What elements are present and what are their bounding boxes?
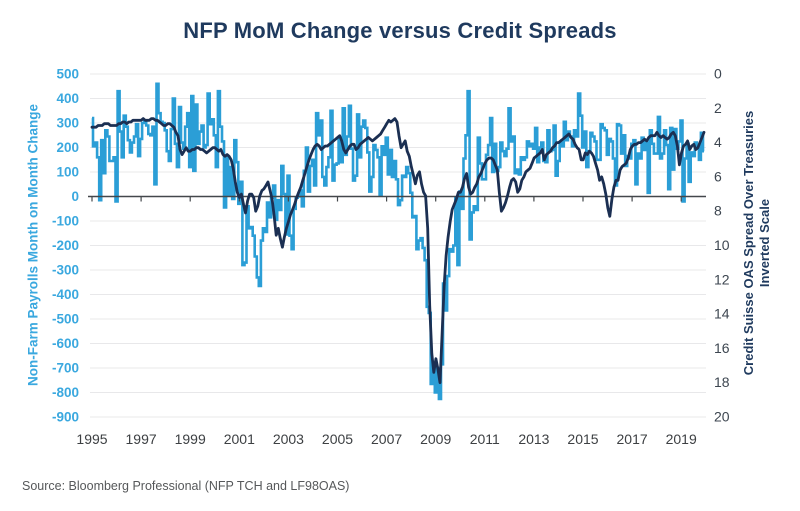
right-axis-tick-label: 18 [714,374,730,390]
left-axis-tick-label: 0 [71,189,79,204]
x-axis-tick-label: 2001 [224,431,255,447]
right-axis-tick-label: 16 [714,340,730,356]
left-axis-tick-label: 400 [56,91,79,106]
right-axis-tick-label: 8 [714,203,722,219]
left-axis-tick-label: 500 [56,67,79,82]
right-axis-tick-label: 6 [714,168,722,184]
left-axis-tick-label: -200 [52,238,79,253]
left-axis-tick-label: -100 [52,214,79,229]
x-axis-tick-label: 2007 [371,431,402,447]
right-axis-tick-label: 2 [714,100,722,116]
x-axis-tick-label: 2003 [273,431,304,447]
x-axis-tick-label: 1995 [76,431,107,447]
left-axis-tick-label: -900 [52,410,79,425]
right-axis-tick-label: 14 [714,306,730,322]
x-axis-tick-label: 2009 [420,431,451,447]
left-axis-tick-label: -500 [52,312,79,327]
x-axis-tick-label: 2005 [322,431,353,447]
left-axis-tick-label: -800 [52,385,79,400]
chart-title: NFP MoM Change versus Credit Spreads [183,18,617,43]
x-axis-tick-label: 2017 [617,431,648,447]
nfp-series-line [91,82,705,401]
x-axis-tick-label: 1999 [175,431,206,447]
right-axis-tick-label: 10 [714,237,730,253]
x-axis-tick-label: 2011 [470,431,500,447]
left-axis-tick-label: -700 [52,361,79,376]
source-note: Source: Bloomberg Professional (NFP TCH … [22,479,350,493]
left-axis-tick-label: 100 [56,165,79,180]
left-axis-tick-label: -300 [52,263,79,278]
right-axis-tick-label: 12 [714,271,730,287]
x-axis-tick-label: 2015 [567,431,598,447]
left-axis-tick-label: 200 [56,140,79,155]
left-axis-tick-label: 300 [56,116,79,131]
right-axis-tick-label: 20 [714,409,730,425]
x-axis-tick-label: 2013 [518,431,549,447]
right-axis-tick-label: 4 [714,134,722,150]
x-axis-tick-label: 2019 [666,431,697,447]
left-axis-tick-label: -400 [52,287,79,302]
oas-series-line [90,117,706,385]
x-axis-tick-label: 1997 [126,431,157,447]
left-axis-tick-label: -600 [52,336,79,351]
right-axis-tick-label: 0 [714,66,722,82]
